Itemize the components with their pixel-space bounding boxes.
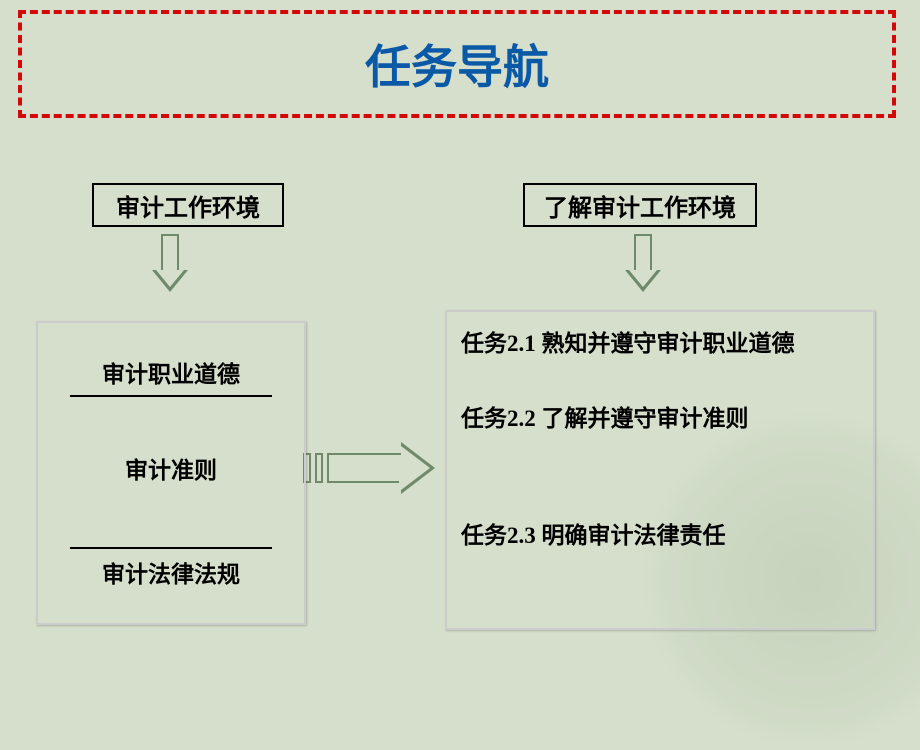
- divider-line: [70, 547, 272, 549]
- left-panel-item: 审计准则: [52, 451, 290, 485]
- left-panel-item-text: 审计法律法规: [102, 562, 240, 587]
- left-panel-item-text: 审计准则: [125, 458, 217, 483]
- title-text: 任务导航: [365, 31, 549, 97]
- title-box: 任务导航: [18, 10, 896, 118]
- right-panel: 任务2.1 熟知并遵守审计职业道德 任务2.2 了解并遵守审计准则 任务2.3 …: [445, 310, 875, 630]
- left-panel-item: 审计职业道德: [52, 355, 290, 389]
- arrow-right: [303, 443, 439, 493]
- left-panel: 审计职业道德 审计准则 审计法律法规: [36, 321, 306, 625]
- task-item: 任务2.2 了解并遵守审计准则: [461, 403, 859, 434]
- arrow-down-left: [152, 234, 188, 296]
- left-panel-item: 审计法律法规: [52, 555, 290, 589]
- divider-line: [70, 395, 272, 397]
- task-item: 任务2.3 明确审计法律责任: [461, 520, 859, 551]
- task-item: 任务2.1 熟知并遵守审计职业道德: [461, 328, 859, 359]
- left-small-box-text: 审计工作环境: [116, 188, 260, 223]
- right-small-box: 了解审计工作环境: [523, 183, 757, 227]
- left-panel-item-text: 审计职业道德: [102, 362, 240, 387]
- right-small-box-text: 了解审计工作环境: [544, 188, 736, 223]
- left-small-box: 审计工作环境: [92, 183, 284, 227]
- arrow-down-right: [625, 234, 661, 296]
